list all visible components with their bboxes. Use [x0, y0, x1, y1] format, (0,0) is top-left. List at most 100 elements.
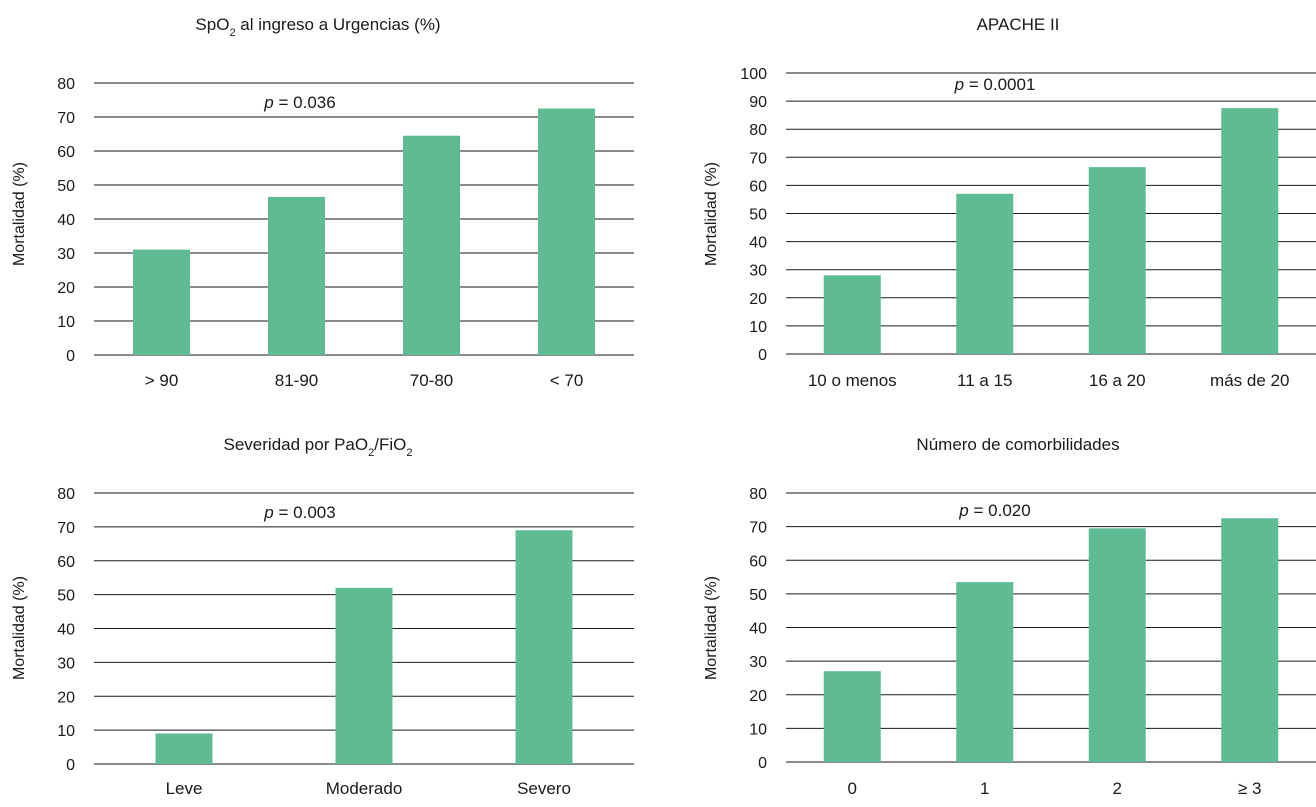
x-category-label: 2 — [1113, 779, 1122, 798]
chart-title: SpO2 al ingreso a Urgencias (%) — [195, 15, 440, 39]
p-value: = 0.0001 — [964, 75, 1035, 94]
bar — [1221, 518, 1279, 762]
p-value: = 0.003 — [274, 503, 336, 522]
y-tick-label: 60 — [57, 144, 75, 161]
x-category-label: 70-80 — [410, 371, 453, 390]
bar — [538, 108, 595, 355]
title-text: Número de comorbilidades — [916, 435, 1119, 454]
bar — [155, 733, 213, 764]
y-axis-label: Mortalidad (%) — [11, 576, 28, 680]
chart-panel-4: Número de comorbilidades 0 10 20 30 40 50 60 70 8… — [660, 408, 1316, 807]
y-tick-label: 80 — [749, 122, 767, 139]
y-tick-label: 100 — [740, 66, 767, 83]
y-tick-label: 10 — [749, 319, 767, 336]
y-tick-label: 30 — [57, 655, 75, 672]
chart-svg: Severidad por PaO2/FiO201020304050607080… — [11, 435, 634, 798]
title-subscript: 2 — [229, 27, 235, 39]
y-tick-label: 60 — [57, 554, 75, 571]
y-tick-label: 20 — [57, 689, 75, 706]
p-symbol: p — [263, 503, 273, 522]
x-category-label: 0 — [848, 779, 857, 798]
title-text: SpO — [195, 15, 229, 34]
y-tick-label: 20 — [57, 280, 75, 297]
y-tick-label: 70 — [749, 520, 767, 537]
x-category-label: 11 a 15 — [957, 371, 1012, 390]
chart-title: APACHE II — [977, 15, 1060, 34]
x-category-label: 10 o menos — [808, 371, 897, 390]
y-axis-label: Mortalidad (%) — [703, 162, 720, 266]
p-value: = 0.020 — [969, 501, 1031, 520]
bar — [268, 196, 325, 355]
p-symbol: p — [954, 75, 964, 94]
chart-svg: APACHE II 0 10 20 30 40 50 60 70 80 90 100 Mortalida… — [703, 15, 1316, 390]
y-tick-label: 40 — [749, 621, 767, 638]
chart-svg: SpO2 al ingreso a Urgencias (%) 0 10 20 30 40… — [11, 15, 634, 390]
bar — [515, 530, 573, 764]
y-tick-label: 70 — [57, 110, 75, 127]
y-tick-label: 60 — [749, 178, 767, 195]
chart-title: Severidad por PaO2/FiO2 — [224, 435, 413, 459]
y-tick-label: 0 — [758, 347, 767, 364]
p-value-annotation: p = 0.0001 — [954, 75, 1036, 94]
x-category-label: Moderado — [326, 779, 403, 798]
title-text: Severidad por PaO — [224, 435, 369, 454]
p-value-annotation: p = 0.003 — [263, 503, 335, 522]
y-tick-label: 0 — [66, 757, 75, 774]
y-tick-label: 50 — [749, 587, 767, 604]
y-tick-label: 40 — [57, 212, 75, 229]
x-category-label: ≥ 3 — [1238, 779, 1262, 798]
bar — [335, 587, 393, 764]
title-subscript: 2 — [368, 447, 374, 459]
y-axis-label: Mortalidad (%) — [703, 576, 720, 680]
p-value: = 0.036 — [274, 93, 336, 112]
x-category-label: > 90 — [145, 371, 179, 390]
title-subscript: 2 — [406, 447, 412, 459]
y-tick-label: 20 — [749, 291, 767, 308]
chart-title: Número de comorbilidades — [916, 435, 1119, 454]
y-axis-label: Mortalidad (%) — [11, 162, 28, 266]
bar — [823, 671, 881, 762]
x-category-label: Leve — [166, 779, 203, 798]
y-tick-label: 70 — [57, 520, 75, 537]
y-tick-label: 90 — [749, 94, 767, 111]
title-text: /FiO — [374, 435, 406, 454]
y-tick-label: 0 — [66, 348, 75, 365]
bar — [1221, 108, 1279, 354]
bar — [133, 249, 190, 355]
y-tick-label: 30 — [749, 263, 767, 280]
y-tick-label: 10 — [57, 723, 75, 740]
p-symbol: p — [958, 501, 968, 520]
p-value-annotation: p = 0.020 — [958, 501, 1030, 520]
x-category-label: 81-90 — [275, 371, 318, 390]
y-tick-label: 40 — [57, 622, 75, 639]
chart-panel-2: APACHE II 0 10 20 30 40 50 60 70 80 90 100 Mortalida… — [660, 0, 1316, 405]
chart-panel-3: Severidad por PaO2/FiO2 0 10 20 30 40 50 60 70 80… — [0, 408, 650, 807]
x-category-label: 16 a 20 — [1089, 371, 1146, 390]
y-tick-label: 80 — [57, 76, 75, 93]
chart-svg: Número de comorbilidades 0 10 20 30 40 50 60 70 8… — [703, 435, 1316, 798]
y-tick-label: 30 — [749, 654, 767, 671]
y-tick-label: 80 — [749, 486, 767, 503]
y-tick-label: 20 — [749, 688, 767, 705]
y-tick-label: 30 — [57, 246, 75, 263]
title-text: APACHE II — [977, 15, 1060, 34]
y-tick-label: 10 — [749, 721, 767, 738]
y-tick-label: 50 — [57, 178, 75, 195]
bar — [823, 275, 881, 354]
y-tick-label: 80 — [57, 486, 75, 503]
x-category-label: más de 20 — [1210, 371, 1289, 390]
y-tick-label: 10 — [57, 314, 75, 331]
title-text: al ingreso a Urgencias (%) — [236, 15, 441, 34]
bar — [1088, 167, 1146, 354]
y-tick-label: 60 — [749, 553, 767, 570]
y-tick-label: 50 — [57, 588, 75, 605]
bar — [956, 582, 1014, 762]
x-category-label: < 70 — [550, 371, 584, 390]
bar — [403, 135, 460, 355]
bar — [956, 193, 1014, 354]
y-tick-label: 70 — [749, 150, 767, 167]
chart-panel-1: SpO2 al ingreso a Urgencias (%) 0 10 20 30 40… — [0, 0, 650, 405]
x-category-label: 1 — [980, 779, 989, 798]
x-category-label: Severo — [517, 779, 571, 798]
p-symbol: p — [263, 93, 273, 112]
